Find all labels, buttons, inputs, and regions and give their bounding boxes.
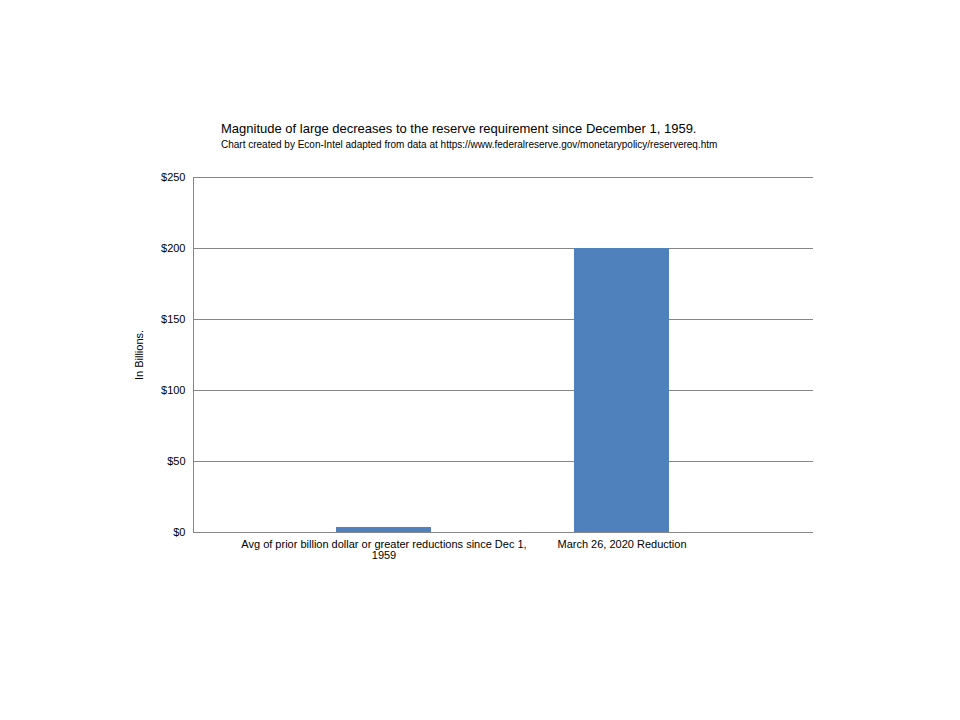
svg-text:$100: $100: [161, 384, 185, 396]
svg-text:$250: $250: [161, 171, 185, 183]
svg-text:March 26, 2020 Reduction: March 26, 2020 Reduction: [557, 538, 686, 550]
svg-text:In Billions.: In Billions.: [133, 330, 145, 380]
svg-text:$0: $0: [173, 526, 185, 538]
html-text:Chart created by Econ-Intel ad: Chart created by Econ-Intel adapted from…: [221, 139, 718, 150]
svg-text:$200: $200: [161, 242, 185, 254]
html-text:Magnitude of large decreases t: Magnitude of large decreases to the rese…: [221, 121, 697, 136]
svg-text:$50: $50: [167, 455, 185, 467]
svg-text:$150: $150: [161, 313, 185, 325]
svg-text:Avg of prior billion dollar or: Avg of prior billion dollar or greater r…: [241, 538, 526, 561]
